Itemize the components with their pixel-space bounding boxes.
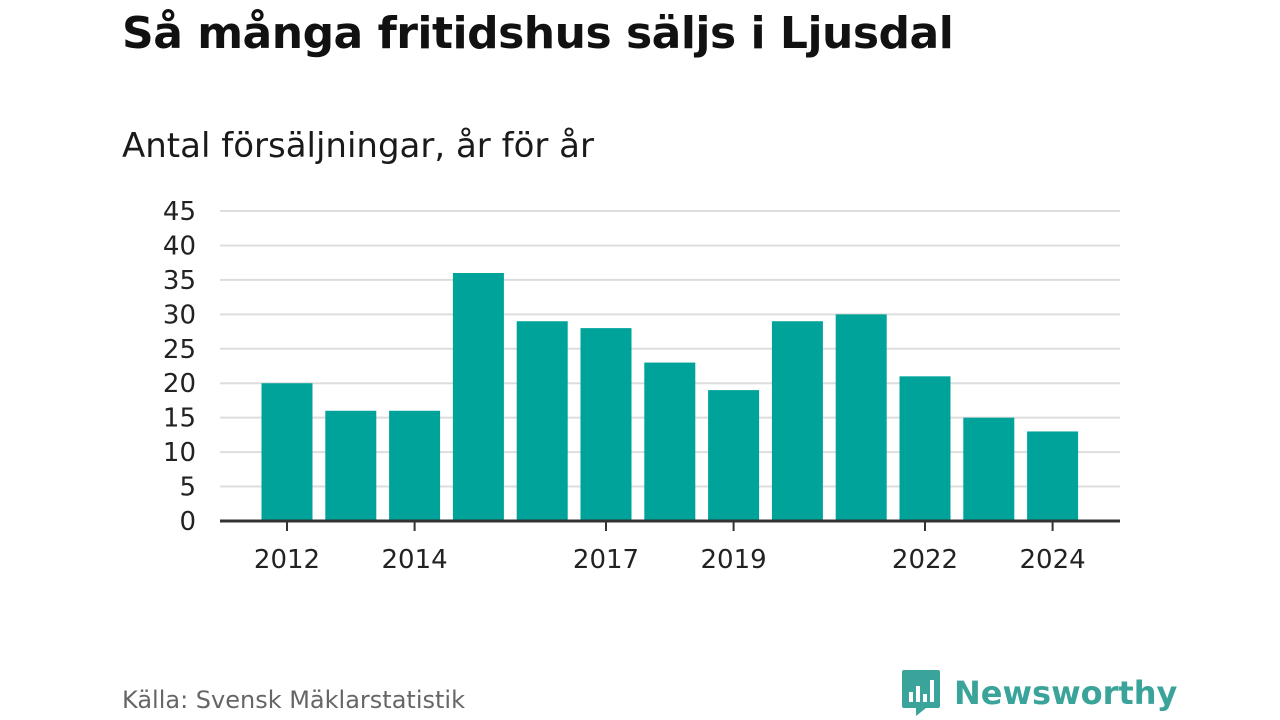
newsworthy-logo-icon	[902, 670, 940, 716]
y-tick-label: 5	[179, 473, 196, 503]
x-tick-label: 2017	[573, 545, 639, 575]
x-tick-label: 2014	[382, 545, 448, 575]
bar-2015	[452, 273, 504, 521]
x-tick-label: 2024	[1020, 545, 1086, 575]
bar-2013	[325, 410, 377, 521]
y-tick-label: 20	[163, 369, 196, 399]
bar-2019	[708, 390, 760, 521]
bar-2020	[771, 321, 823, 521]
x-tick-label: 2012	[254, 545, 320, 575]
chart-subtitle: Antal försäljningar, år för år	[122, 126, 594, 166]
bars	[261, 273, 1079, 521]
y-tick-label: 0	[179, 507, 196, 537]
x-tick-label: 2019	[701, 545, 767, 575]
bar-2021	[835, 314, 887, 521]
y-tick-label: 10	[163, 438, 196, 468]
bar-2012	[261, 383, 313, 521]
y-tick-label: 25	[163, 335, 196, 365]
brand-logo: Newsworthy	[900, 668, 1177, 718]
y-axis-ticks: 0 5 10 15 20 25 30 35 40 45	[163, 197, 196, 537]
bar-2023	[963, 417, 1015, 521]
source-note: Källa: Svensk Mäklarstatistik	[122, 686, 465, 714]
x-tick-label: 2022	[892, 545, 958, 575]
y-tick-label: 35	[163, 266, 196, 296]
brand-name: Newsworthy	[954, 674, 1178, 712]
x-axis-ticks: 2012 2014 2017 2019 2022 2024	[254, 521, 1086, 575]
bar-2024	[1027, 431, 1079, 521]
bar-2018	[644, 362, 696, 521]
y-tick-label: 45	[163, 197, 196, 227]
bar-2017	[580, 328, 632, 521]
chart-title: Så många fritidshus säljs i Ljusdal	[122, 8, 954, 59]
y-tick-label: 30	[163, 300, 196, 330]
y-tick-label: 15	[163, 404, 196, 434]
bar-2022	[899, 376, 951, 521]
y-tick-label: 40	[163, 231, 196, 261]
bar-2016	[516, 321, 568, 521]
bar-2014	[389, 410, 441, 521]
